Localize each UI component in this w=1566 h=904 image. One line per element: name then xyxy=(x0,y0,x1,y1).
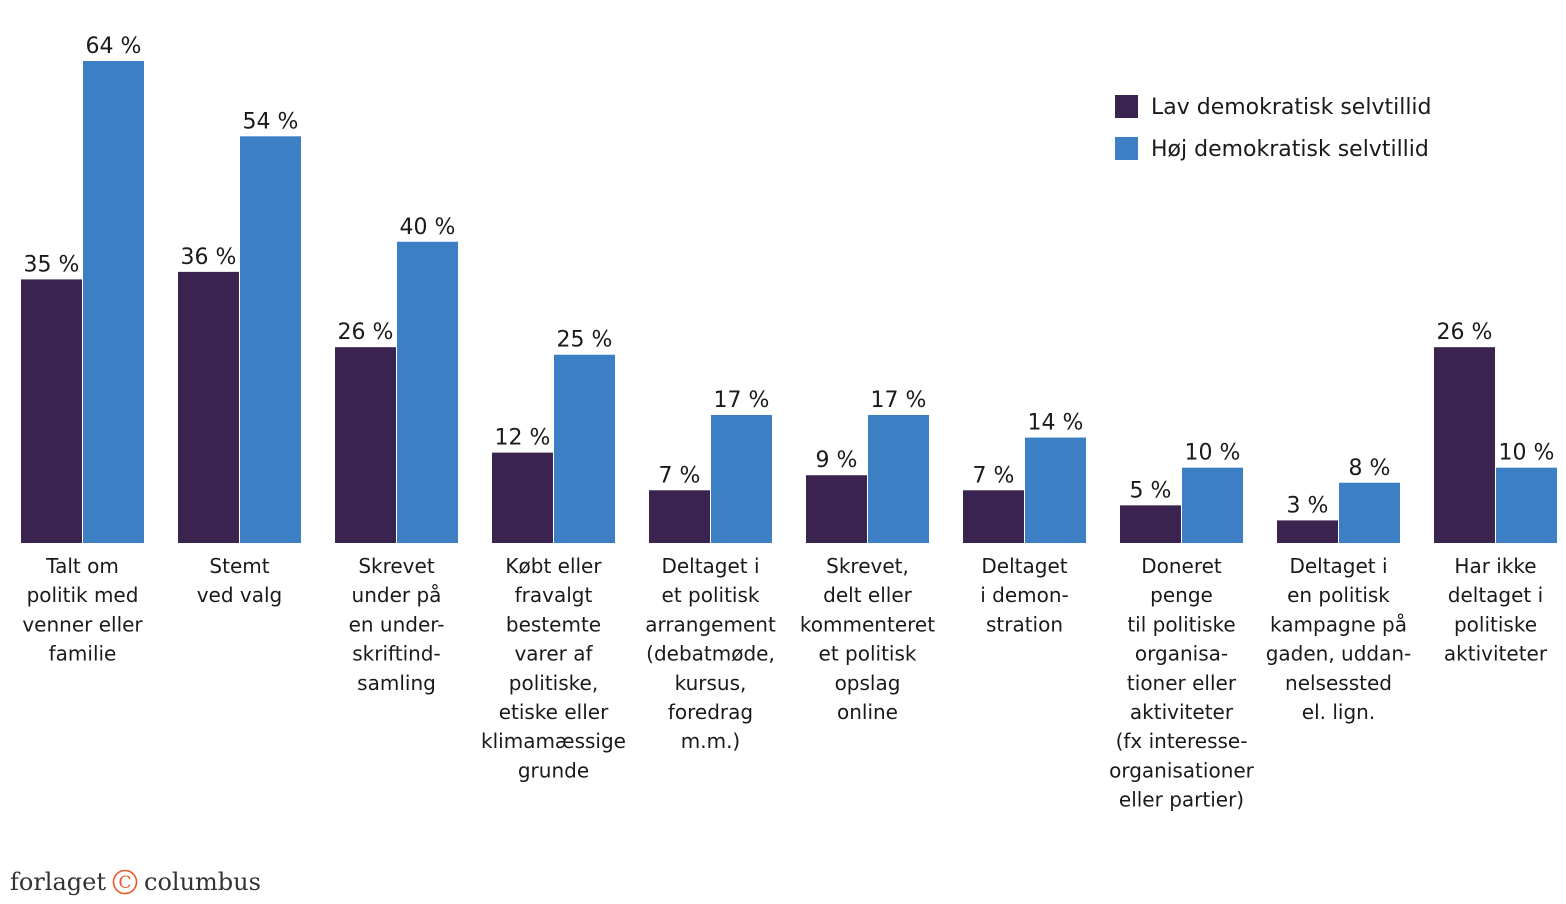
category-label-8: Deltaget i en politisk kampagne på gaden, u… xyxy=(1266,554,1412,724)
legend-swatch-lav xyxy=(1115,95,1138,118)
bar-lav-9 xyxy=(1434,347,1495,543)
value-label-hoj-6: 14 % xyxy=(1028,411,1084,436)
logo-text-left: forlaget xyxy=(10,868,106,896)
value-label-lav-9: 26 % xyxy=(1437,320,1493,345)
copyright-c-icon: C xyxy=(112,869,138,895)
legend-label-lav: Lav demokratisk selvtillid xyxy=(1151,95,1432,120)
logo-mark-letter: C xyxy=(118,873,131,893)
bar-lav-8 xyxy=(1277,520,1338,543)
legend-swatch-hoj xyxy=(1115,137,1138,160)
value-label-hoj-1: 54 % xyxy=(243,109,299,134)
value-label-lav-5: 9 % xyxy=(816,448,858,473)
value-label-hoj-7: 10 % xyxy=(1185,441,1241,466)
category-label-4: Deltaget i et politisk arrangement (debatmø… xyxy=(645,554,776,753)
bar-hoj-5 xyxy=(868,414,929,543)
value-label-lav-0: 35 % xyxy=(24,252,80,277)
bar-hoj-4 xyxy=(711,414,772,543)
bar-hoj-9 xyxy=(1496,467,1557,543)
legend-label-hoj: Høj demokratisk selvtillid xyxy=(1151,137,1429,162)
bar-lav-4 xyxy=(649,490,710,543)
value-label-hoj-4: 17 % xyxy=(714,388,770,413)
bar-lav-6 xyxy=(963,490,1024,543)
category-labels-group: Talt om politik med venner eller familie Ste… xyxy=(22,554,1548,812)
bar-hoj-8 xyxy=(1339,482,1400,543)
bar-hoj-7 xyxy=(1182,467,1243,543)
bar-lav-7 xyxy=(1120,505,1181,543)
value-label-lav-2: 26 % xyxy=(338,320,394,345)
value-label-hoj-5: 17 % xyxy=(871,388,927,413)
bar-hoj-6 xyxy=(1025,437,1086,543)
value-label-lav-8: 3 % xyxy=(1287,493,1329,518)
value-label-hoj-3: 25 % xyxy=(557,328,613,353)
category-label-5: Skrevet, delt eller kommenteret et politisk… xyxy=(800,554,935,724)
bar-lav-3 xyxy=(492,452,553,543)
bar-hoj-2 xyxy=(397,241,458,543)
bar-lav-2 xyxy=(335,347,396,543)
value-label-hoj-2: 40 % xyxy=(400,215,456,240)
value-label-lav-6: 7 % xyxy=(973,463,1015,488)
bars-group xyxy=(21,61,1557,543)
category-label-9: Har ikke deltaget i politiske aktiviteter xyxy=(1444,554,1548,666)
logo-text-right: columbus xyxy=(144,868,261,896)
bar-hoj-0 xyxy=(83,61,144,543)
value-label-lav-4: 7 % xyxy=(659,463,701,488)
category-label-2: Skrevet under på en under-skriftind-samlin… xyxy=(349,554,445,695)
value-labels-group: 35 % 64 % 36 % 54 % 26 % 40 % 12 % 25 % 7 % 17 % 9… xyxy=(24,34,1555,518)
publisher-logo: forlaget C columbus xyxy=(10,868,261,896)
bar-lav-1 xyxy=(178,271,239,543)
category-label-7: Doneret penge til politiske organisa-tioner… xyxy=(1109,554,1255,812)
value-label-lav-3: 12 % xyxy=(495,426,551,451)
category-label-1: Stemt ved valg xyxy=(197,554,283,607)
value-label-hoj-8: 8 % xyxy=(1349,456,1391,481)
value-label-lav-1: 36 % xyxy=(181,245,237,270)
value-label-lav-7: 5 % xyxy=(1130,478,1172,503)
bar-lav-5 xyxy=(806,475,867,543)
value-label-hoj-9: 10 % xyxy=(1499,441,1555,466)
value-label-hoj-0: 64 % xyxy=(86,34,142,59)
bar-hoj-1 xyxy=(240,136,301,543)
category-label-0: Talt om politik med venner eller familie xyxy=(22,554,143,666)
legend: Lav demokratisk selvtillid Høj demokrati… xyxy=(1115,95,1432,162)
category-label-3: Købt eller fravalgt bestemte varer af politi… xyxy=(481,554,626,782)
bar-hoj-3 xyxy=(554,354,615,543)
bar-lav-0 xyxy=(21,279,82,543)
category-label-6: Deltaget i demon-stration xyxy=(980,554,1069,636)
